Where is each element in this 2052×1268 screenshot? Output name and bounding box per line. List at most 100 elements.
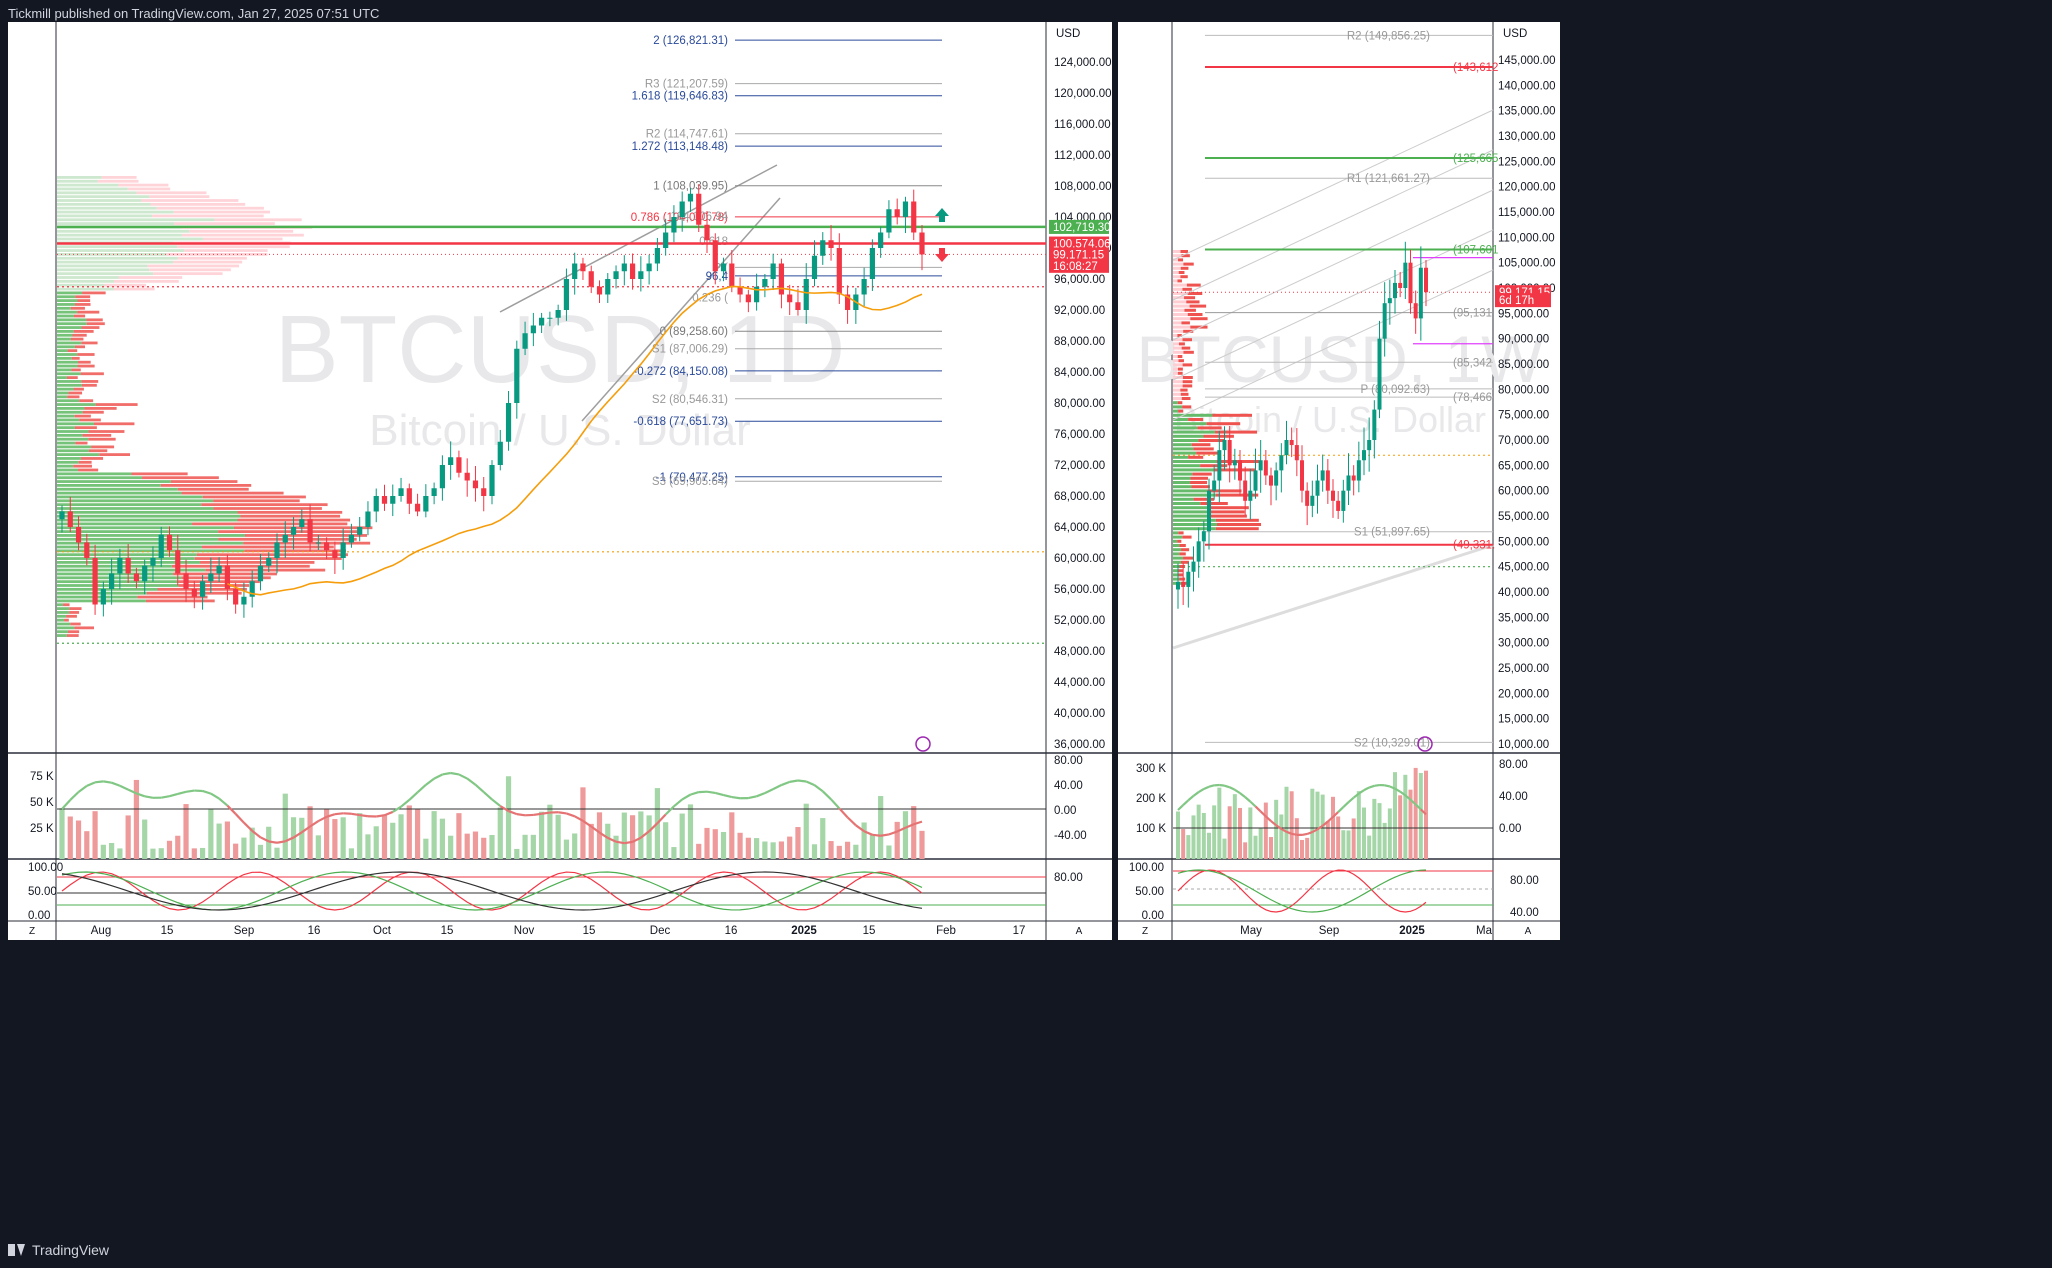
left-volume-bar <box>588 823 594 859</box>
right-level-label: (49,331. <box>1453 540 1495 552</box>
right-volume-profile-bar-down <box>1182 405 1192 409</box>
left-volume-profile-bar-up <box>57 607 70 610</box>
left-osc2-right-label: 80.00 <box>1054 872 1083 884</box>
right-oscillator-line <box>1234 788 1241 795</box>
left-oscillator-line <box>226 804 237 815</box>
right-trend-line <box>1172 149 1494 301</box>
left-oscillator-line <box>450 771 460 776</box>
left-fib-label: S1 (87,006.29) <box>652 344 728 356</box>
right-volume-bar <box>1356 791 1361 859</box>
left-volume-bar <box>687 804 694 859</box>
left-oscillator-line <box>94 780 104 784</box>
left-volume-bar <box>530 834 536 859</box>
left-volume-bar <box>431 811 437 859</box>
left-volume-profile-bar-up <box>57 356 72 360</box>
left-volume-profile-bar-up <box>57 218 215 222</box>
left-volume-profile-bar-up <box>57 279 114 283</box>
left-volume-profile-bar-down <box>86 318 103 322</box>
left-volume-profile-bar-down <box>174 222 275 225</box>
right-volume-bar <box>1398 795 1403 859</box>
left-volume-profile-bar-down <box>244 534 367 537</box>
left-price-tag <box>1049 258 1109 273</box>
right-price-scale-label: 40,000.00 <box>1498 587 1549 599</box>
right-volume-profile-bar-up <box>1173 481 1191 484</box>
right-candle-body <box>1403 262 1408 288</box>
left-oscillator-line <box>673 798 683 808</box>
left-osc1-scale-label: 40.00 <box>1054 780 1083 792</box>
left-volume-bar <box>787 836 793 859</box>
left-oscillator-line <box>624 840 633 845</box>
right-osc1-scale-label: 40.00 <box>1499 791 1528 803</box>
left-volume-profile-bar-up <box>57 179 98 183</box>
left-volume-profile-bar-down <box>200 561 315 564</box>
left-oscillator-line <box>119 784 129 791</box>
left-candle-body <box>663 232 669 248</box>
right-candle-body <box>1258 460 1263 471</box>
left-candle-body <box>572 263 578 279</box>
right-candle-body <box>1341 490 1346 511</box>
right-level-label: (107,601 <box>1453 244 1498 256</box>
left-volume-profile-bar-down <box>201 503 328 507</box>
right-time-axis-label: 2025 <box>1399 925 1425 937</box>
left-volume-profile-bar-up <box>57 345 75 349</box>
right-volume-bar <box>1186 835 1191 859</box>
left-time-axis-label: Nov <box>514 925 535 937</box>
right-price-scale-label: 105,000.00 <box>1498 258 1556 270</box>
left-volume-profile-bar-up <box>57 283 105 287</box>
left-candle-body <box>266 558 272 566</box>
right-volume-profile-bar-up <box>1173 363 1183 367</box>
left-candle-body <box>530 325 536 334</box>
right-volume-profile-bar-up <box>1173 451 1197 455</box>
right-oscillator-line <box>1342 801 1350 808</box>
left-volume-bar <box>505 776 512 859</box>
tradingview-footer[interactable]: TradingView <box>8 1242 109 1258</box>
right-oscillator-line <box>1219 783 1225 787</box>
right-volume-profile-bar-up <box>1173 346 1182 350</box>
right-level-label: (143,612 <box>1453 62 1498 74</box>
left-volume-profile-bar-down <box>74 345 86 349</box>
left-volume-profile-bar-up <box>57 229 190 233</box>
left-volume-profile-bar-down <box>70 622 81 626</box>
left-volume-profile-bar-up <box>57 256 178 260</box>
right-volume-profile-bar-down <box>1207 489 1242 493</box>
right-level-label: S1 (51,897.65) <box>1354 527 1430 539</box>
left-volume-profile-bar-down <box>63 603 70 607</box>
left-time-axis-label: Aug <box>91 925 111 937</box>
right-volume-profile-bar-down <box>1177 279 1182 283</box>
right-volume-profile-bar-down <box>1187 292 1203 295</box>
left-volume-profile-bar-down <box>66 614 77 618</box>
right-candle-body <box>1387 298 1392 304</box>
left-oscillator-line <box>516 813 526 817</box>
right-oscillator-line <box>1399 790 1406 797</box>
left-down-arrow-icon <box>935 248 949 262</box>
right-volume-profile-bar-up <box>1173 531 1179 535</box>
left-candle-body <box>547 317 553 319</box>
left-volume-bar <box>671 847 677 859</box>
right-candle-body <box>1424 267 1428 293</box>
left-oscillator-line <box>466 777 477 786</box>
left-zoom-button: Z <box>29 926 35 937</box>
left-volume-profile-bar-up <box>57 314 74 318</box>
left-volume-profile-bar-up <box>57 503 202 507</box>
right-volume-profile-bar-down <box>1181 321 1190 325</box>
left-volume-profile-bar-up <box>57 576 182 580</box>
left-volume-profile-bar-down <box>118 183 169 187</box>
left-volume-profile-bar-down <box>66 376 78 379</box>
left-candle-body <box>166 534 173 551</box>
left-candle-body <box>795 302 801 310</box>
right-volume-profile-bar-down <box>1180 275 1188 279</box>
left-volume-profile-bar-down <box>177 245 290 249</box>
right-volume-bar <box>1263 802 1268 859</box>
left-volume-bar <box>911 806 917 859</box>
left-volume-bar <box>489 834 495 859</box>
left-volume-profile-bar-up <box>57 245 178 249</box>
left-volume-bar <box>522 834 528 859</box>
left-volume-profile-bar-up <box>57 210 174 214</box>
left-volume-profile-bar-up <box>57 468 79 472</box>
right-volume-profile-bar-down <box>1180 266 1189 270</box>
right-oscillator-line <box>1368 784 1375 789</box>
right-level-label: S2 (10,329.01) <box>1354 737 1430 749</box>
right-volume-bar <box>1393 772 1397 859</box>
left-time-axis-label: 17 <box>1013 925 1026 937</box>
